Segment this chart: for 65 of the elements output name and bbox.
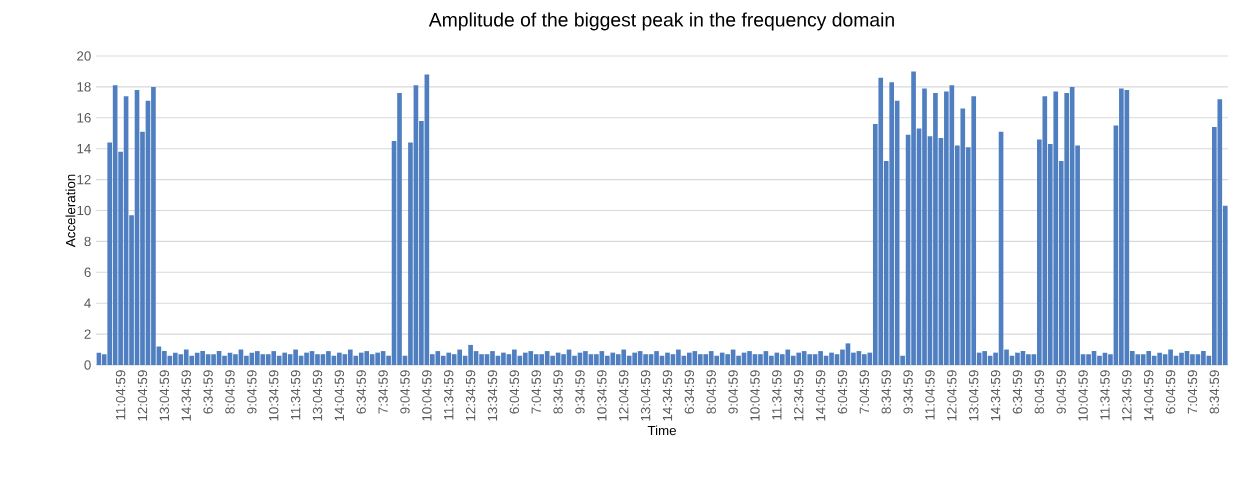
x-tick-label: 10:04:59 [1078,370,1088,421]
x-tick-label: 14:04:59 [815,370,826,421]
x-tick-label: 11:34:59 [1100,370,1110,420]
y-tick-label: 0 [84,360,91,370]
x-tick-label: 12:04:59 [947,370,957,421]
x-tick-label: 7:04:59 [859,370,870,414]
x-tick-label: 11:34:59 [290,370,301,420]
x-tick-label: 12:34:59 [465,370,476,421]
x-tick-label: 14:34:59 [990,370,1001,421]
x-tick-label: 8:04:59 [1034,370,1045,414]
y-tick-label: 2 [84,329,91,339]
x-tick-label: 7:04:59 [1187,370,1198,414]
x-tick-label: 14:34:59 [662,370,673,421]
x-tick-label: 10:34:59 [269,370,279,421]
x-tick-label: 11:04:59 [115,370,126,420]
x-tick-label: 6:34:59 [356,370,366,414]
x-tick-label: 6:34:59 [684,370,695,414]
x-tick-label: 6:04:59 [1165,370,1176,414]
x-tick-label: 10:04:59 [422,370,432,421]
y-axis-title: Acceleration [65,174,76,248]
x-tick-label: 8:34:59 [881,370,891,414]
y-tick-label: 8 [84,236,91,247]
x-tick-label: 13:04:59 [159,370,170,421]
x-tick-label: 14:34:59 [181,370,191,421]
x-tick-label: 12:34:59 [1122,370,1132,421]
x-tick-label: 7:34:59 [378,370,388,414]
x-tick-label: 14:04:59 [334,370,345,421]
x-tick-label: 9:34:59 [575,370,585,414]
y-tick-label: 20 [77,51,91,61]
x-tick-label: 13:34:59 [487,370,498,421]
x-tick-label: 10:04:59 [750,370,760,421]
x-tick-label: 14:04:59 [1144,370,1154,421]
x-tick-label: 10:34:59 [597,370,607,421]
y-tick-label: 4 [84,298,91,308]
x-tick-label: 6:34:59 [1012,370,1023,414]
x-axis-title: Time [647,425,676,436]
chart-title: Amplitude of the biggest peak in the frequency domain [428,12,894,31]
x-tick-label: 13:04:59 [969,370,979,421]
x-tick-label: 11:34:59 [772,370,782,420]
x-tick-label: 6:34:59 [203,370,213,414]
x-tick-label: 8:34:59 [553,370,563,414]
y-tick-label: 6 [84,267,91,278]
y-tick-label: 14 [77,144,91,154]
x-tick-label: 9:04:59 [247,370,257,414]
x-tick-label: 12:34:59 [794,370,804,421]
x-tick-label: 8:04:59 [706,370,716,414]
x-tick-label: 11:04:59 [925,370,935,420]
x-tick-label: 11:34:59 [444,370,454,420]
y-tick-label: 16 [77,113,91,123]
x-tick-label: 13:04:59 [640,370,651,421]
y-tick-label: 10 [77,205,91,216]
y-tick-label: 12 [77,174,91,185]
x-tick-label: 8:34:59 [1209,370,1220,414]
x-tick-label: 12:04:59 [619,370,629,421]
x-tick-label: 9:04:59 [728,370,738,414]
x-tick-label: 13:04:59 [312,370,323,421]
x-tick-label: 6:04:59 [509,370,520,414]
x-tick-label: 9:04:59 [1056,370,1066,414]
x-tick-label: 7:04:59 [531,370,541,414]
x-tick-label: 9:34:59 [903,370,913,414]
x-tick-label: 9:04:59 [400,370,410,414]
x-tick-label: 8:04:59 [225,370,235,414]
y-tick-label: 18 [77,82,91,92]
x-tick-label: 12:04:59 [137,370,148,421]
x-tick-label: 6:04:59 [837,370,848,414]
